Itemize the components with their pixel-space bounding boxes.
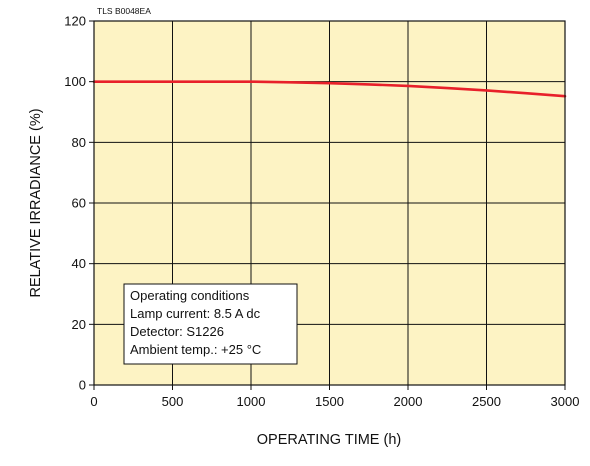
y-axis-label: RELATIVE IRRADIANCE (%) xyxy=(28,108,44,297)
data-series xyxy=(92,80,567,98)
y-tick-label: 80 xyxy=(72,135,86,150)
operating-conditions-frame xyxy=(123,283,298,365)
y-tick-label: 100 xyxy=(64,74,86,89)
x-axis: 0 500 1000 1500 2000 2500 3000 xyxy=(90,385,579,409)
y-tick-label: 60 xyxy=(72,196,86,211)
operating-conditions-box: Operating conditions Lamp current: 8.5 A… xyxy=(123,283,298,365)
y-tick-label: 40 xyxy=(72,256,86,271)
detector-text: Detector: S1226 xyxy=(130,324,224,339)
x-tick-label: 0 xyxy=(90,394,97,409)
y-tick-label: 120 xyxy=(64,14,86,29)
lamp-current-text: Lamp current: 8.5 A dc xyxy=(130,306,261,321)
irradiance-line xyxy=(92,80,567,98)
x-tick-label: 500 xyxy=(162,394,184,409)
y-tick-label: 0 xyxy=(79,378,86,393)
x-tick-label: 3000 xyxy=(551,394,580,409)
y-axis: 0 20 40 60 80 100 120 xyxy=(64,14,94,393)
x-axis-label: OPERATING TIME (h) xyxy=(257,432,401,448)
x-tick-label: 1500 xyxy=(315,394,344,409)
ambient-temp-text: Ambient temp.: +25 °C xyxy=(130,342,261,357)
x-tick-label: 2500 xyxy=(472,394,501,409)
x-tick-label: 2000 xyxy=(394,394,423,409)
y-tick-label: 20 xyxy=(72,317,86,332)
figure-code: TLS B0048EA xyxy=(97,6,151,16)
x-tick-label: 1000 xyxy=(237,394,266,409)
conditions-heading: Operating conditions xyxy=(130,288,250,303)
